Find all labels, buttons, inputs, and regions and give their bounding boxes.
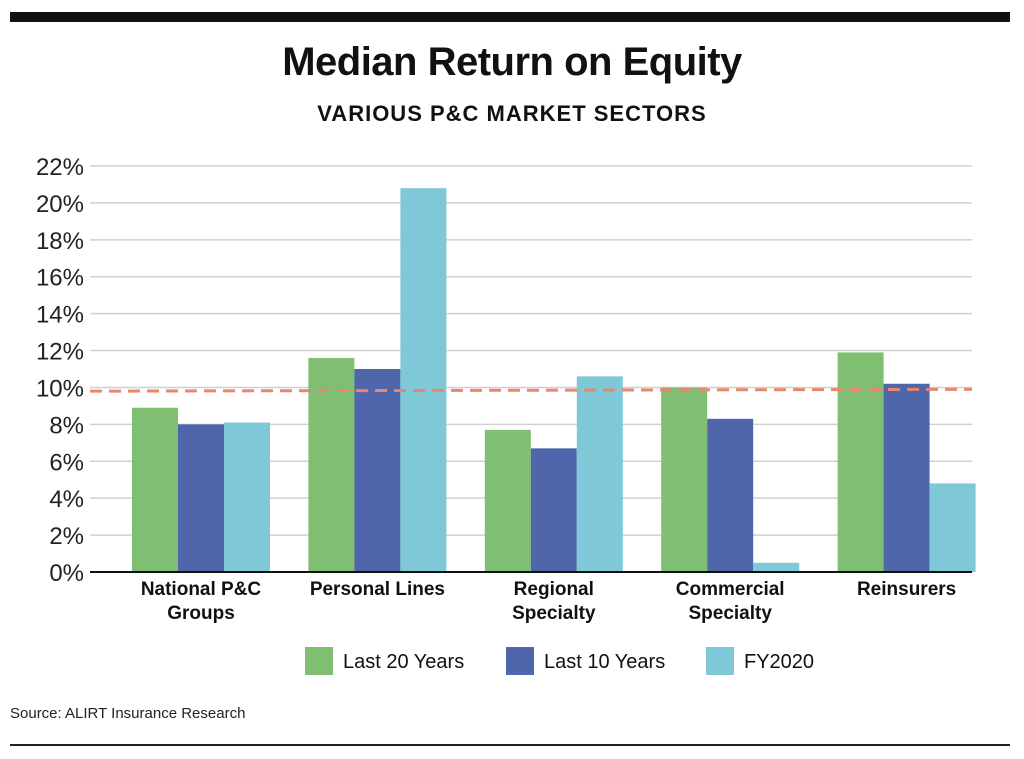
bar [661,387,708,572]
y-tick-label: 8% [49,412,84,439]
bar-chart: 0% 2% 4% 6% 8% 10% 12% 14% 16% 18% 20% 22% National … [36,154,976,675]
x-tick-label: Specialty [688,603,772,624]
x-tick-label: Specialty [512,603,596,624]
legend-swatch [706,647,734,675]
bottom-rule [10,744,1010,746]
chart-title: Median Return on Equity [282,40,742,84]
y-tick-label: 20% [36,191,84,218]
bar [753,562,800,572]
x-tick-label: Groups [167,603,235,624]
x-tick-label: National P&C [141,579,262,600]
top-rule [10,12,1010,22]
y-tick-label: 22% [36,154,84,181]
x-tick-label: Commercial [676,579,785,600]
y-tick-label: 4% [49,486,84,513]
bar [576,376,623,572]
x-tick-label: Regional [514,579,594,600]
bar [484,429,531,572]
x-tick-label: Personal Lines [310,579,445,600]
legend-swatch [506,647,534,675]
bar [178,424,224,572]
y-tick-label: 2% [49,523,84,550]
legend-swatch [305,647,333,675]
source-note: Source: ALIRT Insurance Research [10,705,246,722]
bar [530,448,577,572]
legend-label: Last 10 Years [544,651,665,673]
bar [883,383,930,572]
y-tick-label: 18% [36,228,84,255]
bar [707,418,754,572]
y-tick-label: 6% [49,449,84,476]
y-tick-label: 10% [36,375,84,402]
y-tick-label: 12% [36,339,84,366]
bar [308,357,355,572]
legend-label: Last 20 Years [343,651,464,673]
chart-subtitle: VARIOUS P&C MARKET SECTORS [317,101,707,126]
bar [400,188,447,573]
bar [354,369,401,572]
legend-label: FY2020 [744,651,814,673]
y-tick-label: 0% [49,560,84,587]
bar [224,422,270,572]
bar [837,352,884,572]
bar [929,483,976,572]
y-tick-label: 16% [36,265,84,292]
y-tick-label: 14% [36,302,84,329]
bar [132,407,178,572]
reference-line [89,387,973,393]
x-tick-label: Reinsurers [857,579,956,600]
